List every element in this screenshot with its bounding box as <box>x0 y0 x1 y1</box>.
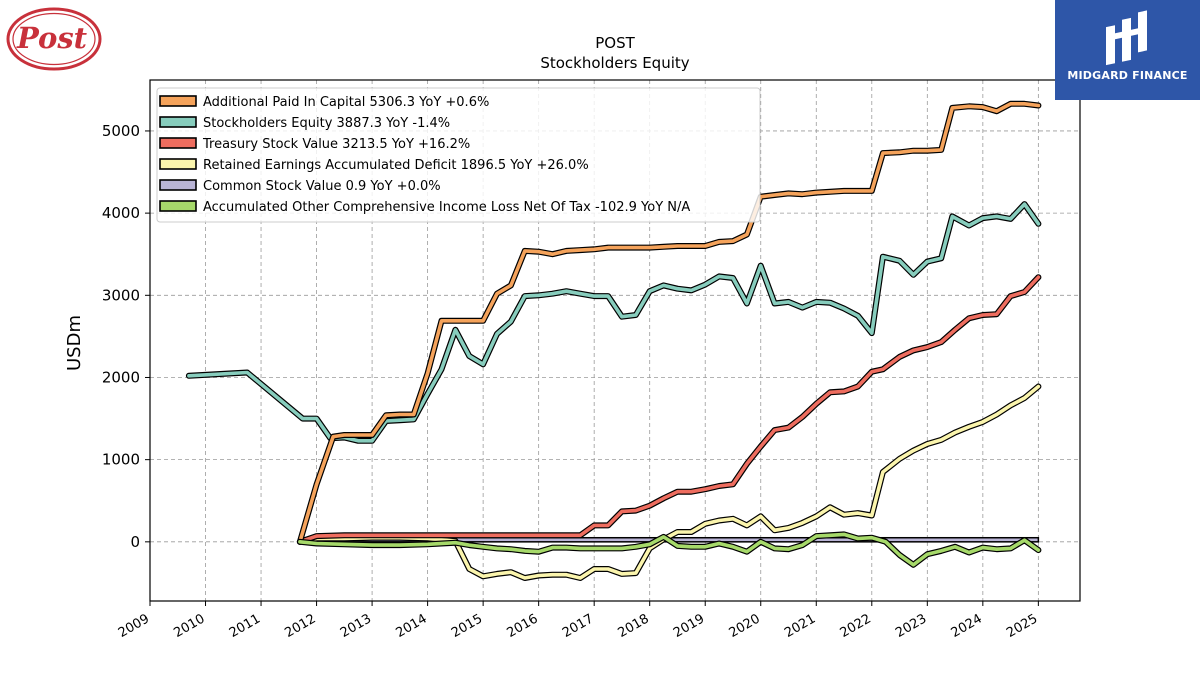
x-tick-label: 2015 <box>449 611 485 641</box>
post-logo: Post <box>6 6 102 72</box>
midgard-finance-wordmark: MIDGARD FINANCE <box>1067 69 1188 82</box>
y-tick-label: 0 <box>130 533 140 551</box>
x-tick-label: 2016 <box>504 611 540 641</box>
midgard-finance-logo: MIDGARD FINANCE <box>1055 0 1200 100</box>
x-tick-label: 2019 <box>671 611 707 641</box>
x-axis-ticks: 2009 2010 2011 2012 2013 2014 2015 2016 2017 2018… <box>116 601 1040 641</box>
y-tick-label: 5000 <box>102 122 140 140</box>
x-tick-label: 2009 <box>116 611 152 641</box>
series-line <box>298 102 1041 544</box>
legend-entry: Stockholders Equity 3887.3 YoY -1.4% <box>203 116 450 131</box>
x-tick-label: 2012 <box>282 611 318 641</box>
legend-swatch <box>159 116 197 128</box>
legend-entry: Accumulated Other Comprehensive Income L… <box>203 200 690 215</box>
legend: Additional Paid In Capital 5306.3 YoY +0… <box>156 87 761 223</box>
legend-swatch <box>159 95 197 107</box>
series-line <box>298 384 1041 580</box>
x-tick-label: 2013 <box>338 611 374 641</box>
series-line <box>298 275 1041 544</box>
post-logo-ring <box>6 7 102 71</box>
x-tick-label: 2010 <box>171 611 207 641</box>
post-logo-inner-ring <box>12 12 96 66</box>
series-line <box>298 532 1041 567</box>
x-tick-label: 2014 <box>393 611 429 641</box>
legend-swatch <box>159 158 197 170</box>
legend-entry: Treasury Stock Value 3213.5 YoY +16.2% <box>202 137 470 152</box>
x-tick-label: 2022 <box>838 611 874 641</box>
plot-frame <box>149 79 1081 602</box>
y-tick-label: 1000 <box>102 451 140 469</box>
y-axis-ticks: 0 1000 2000 3000 4000 5000 <box>102 122 150 551</box>
y-tick-label: 4000 <box>102 204 140 222</box>
legend-entry: Common Stock Value 0.9 YoY +0.0% <box>203 179 441 194</box>
midgard-emblem-icon <box>1106 10 1147 66</box>
legend-swatch <box>159 200 197 212</box>
chart-subtitle: Stockholders Equity <box>540 54 689 72</box>
legend-swatch <box>159 179 197 191</box>
chart-title: POST <box>595 34 635 52</box>
x-tick-label: 2018 <box>616 611 652 641</box>
series-line <box>187 202 1041 443</box>
y-tick-label: 3000 <box>102 286 140 304</box>
x-tick-label: 2025 <box>1004 611 1040 641</box>
x-tick-label: 2011 <box>227 611 263 641</box>
x-tick-label: 2024 <box>949 611 985 641</box>
legend-entry: Retained Earnings Accumulated Deficit 18… <box>203 158 589 173</box>
x-tick-label: 2021 <box>782 611 818 641</box>
legend-box <box>156 87 761 223</box>
x-tick-label: 2023 <box>893 611 929 641</box>
post-logo-wordmark: Post <box>16 21 88 55</box>
series-layer <box>185 100 1042 581</box>
y-axis-label: USDm <box>64 315 85 371</box>
legend-entry: Additional Paid In Capital 5306.3 YoY +0… <box>203 95 489 110</box>
x-tick-label: 2020 <box>727 611 763 641</box>
legend-swatch <box>159 137 197 149</box>
y-tick-label: 2000 <box>102 368 140 386</box>
x-tick-label: 2017 <box>560 611 596 641</box>
